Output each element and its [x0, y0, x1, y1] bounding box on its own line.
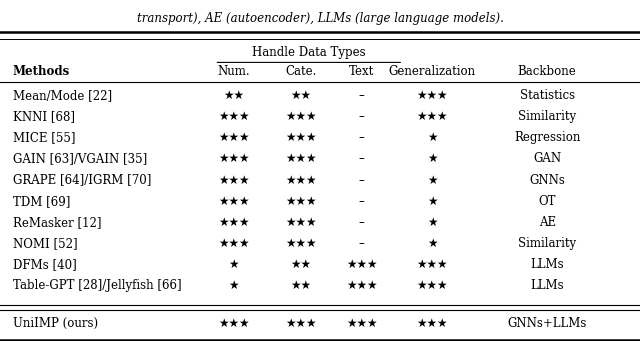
- Text: ★★: ★★: [291, 89, 311, 102]
- Text: ★★★: ★★★: [285, 195, 317, 208]
- Text: –: –: [358, 174, 365, 187]
- Text: GAN: GAN: [533, 152, 561, 165]
- Text: ★: ★: [228, 279, 239, 292]
- Text: –: –: [358, 131, 365, 144]
- Text: Methods: Methods: [13, 65, 70, 78]
- Text: ★★★: ★★★: [285, 317, 317, 330]
- Text: GAIN [63]/VGAIN [35]: GAIN [63]/VGAIN [35]: [13, 152, 147, 165]
- Text: transport), AE (autoencoder), LLMs (large language models).: transport), AE (autoencoder), LLMs (larg…: [136, 12, 504, 25]
- Text: Statistics: Statistics: [520, 89, 575, 102]
- Text: ★: ★: [427, 195, 437, 208]
- Text: ★★★: ★★★: [218, 152, 250, 165]
- Text: GNNs: GNNs: [529, 174, 565, 187]
- Text: ★★★: ★★★: [416, 279, 448, 292]
- Text: ★★: ★★: [291, 279, 311, 292]
- Text: ★★★: ★★★: [285, 131, 317, 144]
- Text: ★★★: ★★★: [416, 110, 448, 123]
- Text: MICE [55]: MICE [55]: [13, 131, 76, 144]
- Text: ★★★: ★★★: [346, 279, 378, 292]
- Text: –: –: [358, 237, 365, 250]
- Text: ★★★: ★★★: [285, 152, 317, 165]
- Text: Handle Data Types: Handle Data Types: [252, 46, 365, 59]
- Text: OT: OT: [538, 195, 556, 208]
- Text: –: –: [358, 110, 365, 123]
- Text: NOMI [52]: NOMI [52]: [13, 237, 77, 250]
- Text: ★: ★: [427, 237, 437, 250]
- Text: KNNI [68]: KNNI [68]: [13, 110, 75, 123]
- Text: Regression: Regression: [514, 131, 580, 144]
- Text: ★★★: ★★★: [218, 195, 250, 208]
- Text: GRAPE [64]/IGRM [70]: GRAPE [64]/IGRM [70]: [13, 174, 151, 187]
- Text: UniIMP (ours): UniIMP (ours): [13, 317, 98, 330]
- Text: ★★: ★★: [223, 89, 244, 102]
- Text: ★: ★: [427, 131, 437, 144]
- Text: Table-GPT [28]/Jellyfish [66]: Table-GPT [28]/Jellyfish [66]: [13, 279, 181, 292]
- Text: ★: ★: [228, 258, 239, 271]
- Text: ★: ★: [427, 174, 437, 187]
- Text: ★★★: ★★★: [346, 317, 378, 330]
- Text: Cate.: Cate.: [285, 65, 317, 78]
- Text: Num.: Num.: [218, 65, 250, 78]
- Text: ★★★: ★★★: [285, 174, 317, 187]
- Text: ★: ★: [427, 216, 437, 229]
- Text: TDM [69]: TDM [69]: [13, 195, 70, 208]
- Text: LLMs: LLMs: [531, 279, 564, 292]
- Text: ★★★: ★★★: [285, 216, 317, 229]
- Text: ReMasker [12]: ReMasker [12]: [13, 216, 101, 229]
- Text: Text: Text: [349, 65, 374, 78]
- Text: Backbone: Backbone: [518, 65, 577, 78]
- Text: ★★★: ★★★: [218, 174, 250, 187]
- Text: –: –: [358, 216, 365, 229]
- Text: Similarity: Similarity: [518, 110, 576, 123]
- Text: ★★★: ★★★: [285, 237, 317, 250]
- Text: AE: AE: [539, 216, 556, 229]
- Text: DFMs [40]: DFMs [40]: [13, 258, 77, 271]
- Text: ★★★: ★★★: [416, 89, 448, 102]
- Text: ★★★: ★★★: [218, 131, 250, 144]
- Text: ★★★: ★★★: [218, 317, 250, 330]
- Text: ★★★: ★★★: [416, 317, 448, 330]
- Text: Generalization: Generalization: [388, 65, 476, 78]
- Text: LLMs: LLMs: [531, 258, 564, 271]
- Text: ★★★: ★★★: [416, 258, 448, 271]
- Text: ★★★: ★★★: [218, 110, 250, 123]
- Text: –: –: [358, 152, 365, 165]
- Text: ★★: ★★: [291, 258, 311, 271]
- Text: ★★★: ★★★: [218, 237, 250, 250]
- Text: ★: ★: [427, 152, 437, 165]
- Text: GNNs+LLMs: GNNs+LLMs: [508, 317, 587, 330]
- Text: –: –: [358, 89, 365, 102]
- Text: ★★★: ★★★: [218, 216, 250, 229]
- Text: Similarity: Similarity: [518, 237, 576, 250]
- Text: –: –: [358, 195, 365, 208]
- Text: ★★★: ★★★: [346, 258, 378, 271]
- Text: Mean/Mode [22]: Mean/Mode [22]: [13, 89, 112, 102]
- Text: ★★★: ★★★: [285, 110, 317, 123]
